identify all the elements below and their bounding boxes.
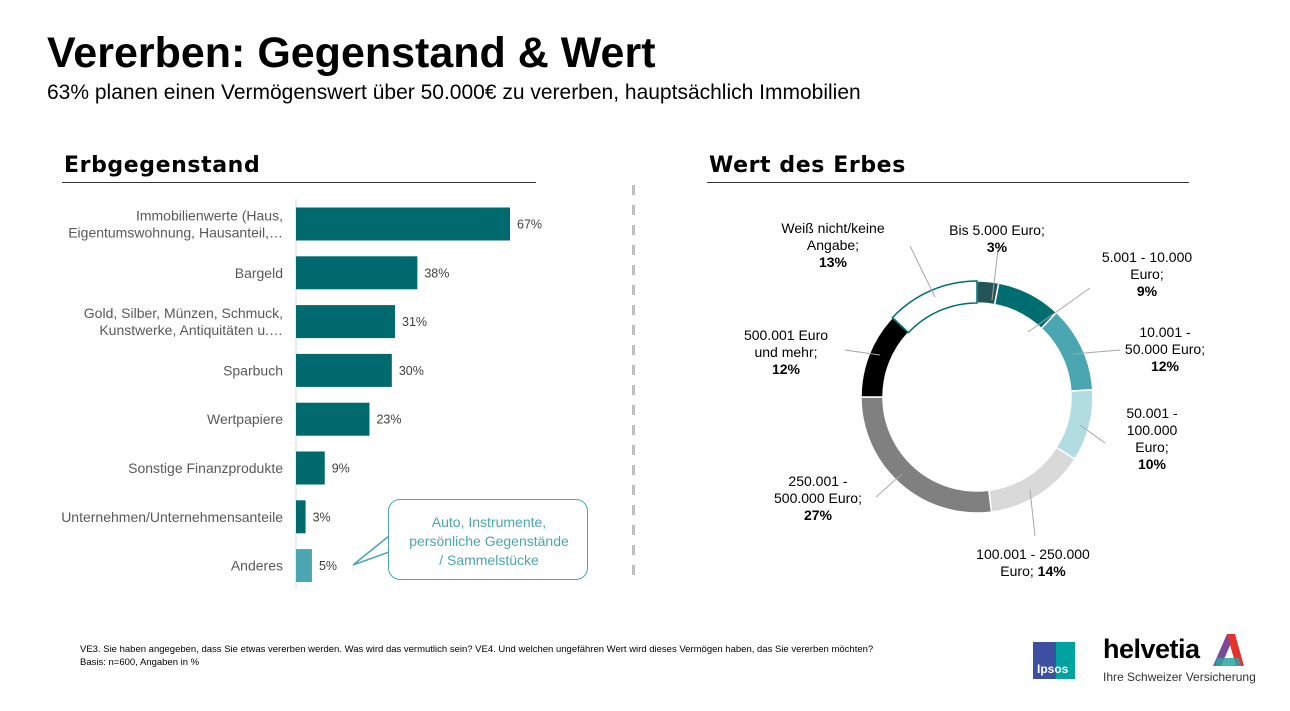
bar-category-label: Gold, Silber, Münzen, Schmuck,: [84, 305, 283, 321]
bar-category-label: Immobilienwerte (Haus,: [136, 208, 283, 224]
donut-slice-percent: 12%: [1151, 358, 1180, 374]
donut-slice-label: und mehr;: [754, 344, 817, 360]
donut-leader-line: [991, 249, 999, 301]
bar-value-label: 31%: [402, 315, 427, 329]
helvetia-logo-text: helvetia: [1103, 634, 1200, 664]
donut-leader-line: [1029, 489, 1036, 537]
footnote-question: VE3. Sie haben angegeben, dass Sie etwas…: [80, 644, 874, 655]
donut-slice: [1055, 388, 1094, 461]
bar-chart-title-rule: [62, 182, 536, 183]
donut-slice-label: 250.001 -: [788, 473, 847, 489]
bar-value-label: 5%: [319, 559, 337, 573]
section-divider: [632, 185, 635, 575]
donut-chart-title: Wert des Erbes: [709, 153, 906, 178]
bar-category-label: Unternehmen/Unternehmensanteile: [61, 509, 283, 525]
bar-category-label: Sparbuch: [223, 362, 283, 378]
donut-slice: [860, 316, 910, 398]
donut-leader-line: [844, 349, 881, 356]
bar-category-label: Eigentumswohnung, Hausanteil,…: [68, 225, 283, 241]
bar-value-label: 38%: [424, 266, 449, 280]
bar-value-label: 3%: [313, 510, 331, 524]
annotation-callout-text: Auto, Instrumente, persönliche Gegenständ…: [392, 513, 586, 570]
donut-slice-percent: 3%: [987, 239, 1008, 255]
bar-value-label: 9%: [332, 462, 350, 476]
donut-leader-line: [1027, 287, 1091, 333]
donut-slice-label: 50.000 Euro;: [1125, 341, 1205, 357]
bar-category-label: Anderes: [231, 558, 283, 574]
bar-category-label: Sonstige Finanzprodukte: [128, 460, 283, 476]
donut-slice-label: Euro;: [1135, 439, 1168, 455]
donut-slice-label: 100.000: [1127, 422, 1178, 438]
footnote: VE3. Sie haben angegeben, dass Sie etwas…: [80, 643, 873, 669]
bar-chart-title: Erbgegenstand: [64, 153, 261, 178]
donut-slice-percent: 14%: [1038, 563, 1067, 579]
page-title: Vererben: Gegenstand & Wert: [47, 29, 656, 77]
helvetia-logo: helvetia: [1103, 634, 1200, 665]
donut-slice-percent: 10%: [1138, 456, 1167, 472]
annotation-callout-pointer: [352, 535, 390, 566]
donut-slice-percent: 13%: [819, 254, 848, 270]
page-subtitle: 63% planen einen Vermögenswert über 50.0…: [47, 81, 861, 104]
donut-slice-label: Euro; 14%: [1000, 563, 1066, 579]
donut-slice-label: Angabe;: [807, 237, 859, 253]
donut-slice: [891, 280, 978, 334]
annotation-callout-line: persönliche Gegenstände: [409, 533, 569, 549]
donut-slice-label: 500.000 Euro;: [774, 490, 862, 506]
bar-category-label: Kunstwerke, Antiquitäten u.…: [99, 322, 283, 338]
annotation-callout-box: [388, 499, 588, 580]
donut-leader-line: [1079, 424, 1106, 444]
bar-value-label: 23%: [376, 413, 401, 427]
donut-slice-percent: 27%: [804, 507, 833, 523]
donut-slice-label: 50.001 -: [1126, 405, 1178, 421]
donut-leader-line: [909, 245, 936, 298]
annotation-callout-line: / Sammelstücke: [439, 552, 539, 568]
donut-slice-label: 5.001 - 10.000: [1102, 249, 1193, 265]
bar: [296, 305, 396, 339]
bar: [296, 207, 510, 241]
donut-slice-label: Euro;: [1130, 266, 1163, 282]
bar-value-label: 67%: [517, 218, 542, 232]
bar: [296, 353, 392, 387]
donut-slice-percent: 12%: [772, 361, 801, 377]
bar: [296, 549, 312, 583]
donut-slice-label: 100.001 - 250.000: [976, 546, 1090, 562]
donut-slice-label: Weiß nicht/keine: [781, 220, 884, 236]
bar: [296, 402, 370, 436]
donut-slice-label: 500.001 Euro: [744, 327, 828, 343]
donut-slice-label: Bis 5.000 Euro;: [949, 222, 1045, 238]
bar-category-label: Wertpapiere: [207, 411, 283, 427]
ipsos-logo-text: Ipsos: [1037, 662, 1069, 676]
ipsos-logo: Ipsos: [1033, 642, 1075, 679]
donut-slice: [987, 446, 1076, 513]
donut-leader-line: [875, 473, 903, 498]
bar: [296, 500, 306, 534]
donut-slice: [1040, 311, 1094, 392]
bar: [296, 256, 418, 290]
helvetia-tagline: Ihre Schweizer Versicherung: [1103, 670, 1256, 684]
helvetia-logo-mark-icon: [1213, 634, 1244, 666]
donut-slice-percent: 9%: [1137, 283, 1158, 299]
bar-value-label: 30%: [399, 364, 424, 378]
bar: [296, 451, 325, 485]
bar-category-label: Bargeld: [235, 265, 283, 281]
footnote-basis: Basis: n=600, Angaben in %: [80, 657, 200, 668]
donut-slice-label: 10.001 -: [1139, 324, 1191, 340]
donut-chart-title-rule: [707, 182, 1189, 183]
donut-leader-line: [1072, 349, 1121, 355]
annotation-callout-line: Auto, Instrumente,: [431, 514, 547, 530]
donut-slice: [860, 396, 993, 514]
